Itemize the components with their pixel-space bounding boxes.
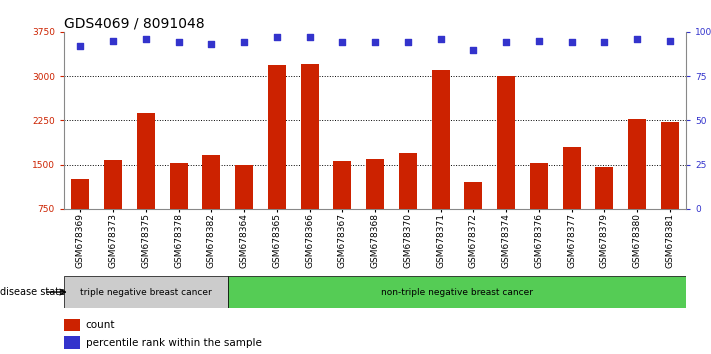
Bar [333, 161, 351, 209]
Text: percentile rank within the sample: percentile rank within the sample [86, 338, 262, 348]
Text: triple negative breast cancer: triple negative breast cancer [80, 287, 212, 297]
Text: non-triple negative breast cancer: non-triple negative breast cancer [381, 287, 533, 297]
Point [402, 40, 414, 45]
Point [435, 36, 447, 42]
Bar [235, 165, 253, 209]
Bar [595, 167, 614, 209]
Bar [628, 119, 646, 209]
Text: GDS4069 / 8091048: GDS4069 / 8091048 [64, 17, 205, 31]
Bar [530, 163, 547, 209]
Bar [64, 336, 80, 349]
Bar [137, 113, 155, 209]
Point [336, 40, 348, 45]
Point [304, 34, 315, 40]
Point [75, 43, 86, 49]
Point [468, 47, 479, 52]
Point [533, 38, 545, 44]
Bar [301, 64, 319, 209]
Bar [71, 179, 90, 209]
Bar [432, 70, 449, 209]
Bar [64, 319, 80, 331]
Bar [228, 276, 686, 308]
Bar [104, 160, 122, 209]
Point [140, 36, 151, 42]
Point [631, 36, 643, 42]
Bar [203, 155, 220, 209]
Bar [562, 147, 580, 209]
Point [664, 38, 675, 44]
Point [238, 40, 250, 45]
Point [370, 40, 381, 45]
Bar [464, 182, 482, 209]
Bar [661, 122, 679, 209]
Bar [497, 75, 515, 209]
Point [205, 41, 217, 47]
Point [107, 38, 119, 44]
Point [271, 34, 282, 40]
Text: count: count [86, 320, 115, 330]
Bar [170, 164, 188, 209]
Bar [64, 276, 228, 308]
Point [599, 40, 610, 45]
Point [566, 40, 577, 45]
Point [501, 40, 512, 45]
Text: disease state: disease state [0, 287, 65, 297]
Bar [366, 159, 384, 209]
Bar [268, 65, 286, 209]
Bar [399, 153, 417, 209]
Point [173, 40, 184, 45]
